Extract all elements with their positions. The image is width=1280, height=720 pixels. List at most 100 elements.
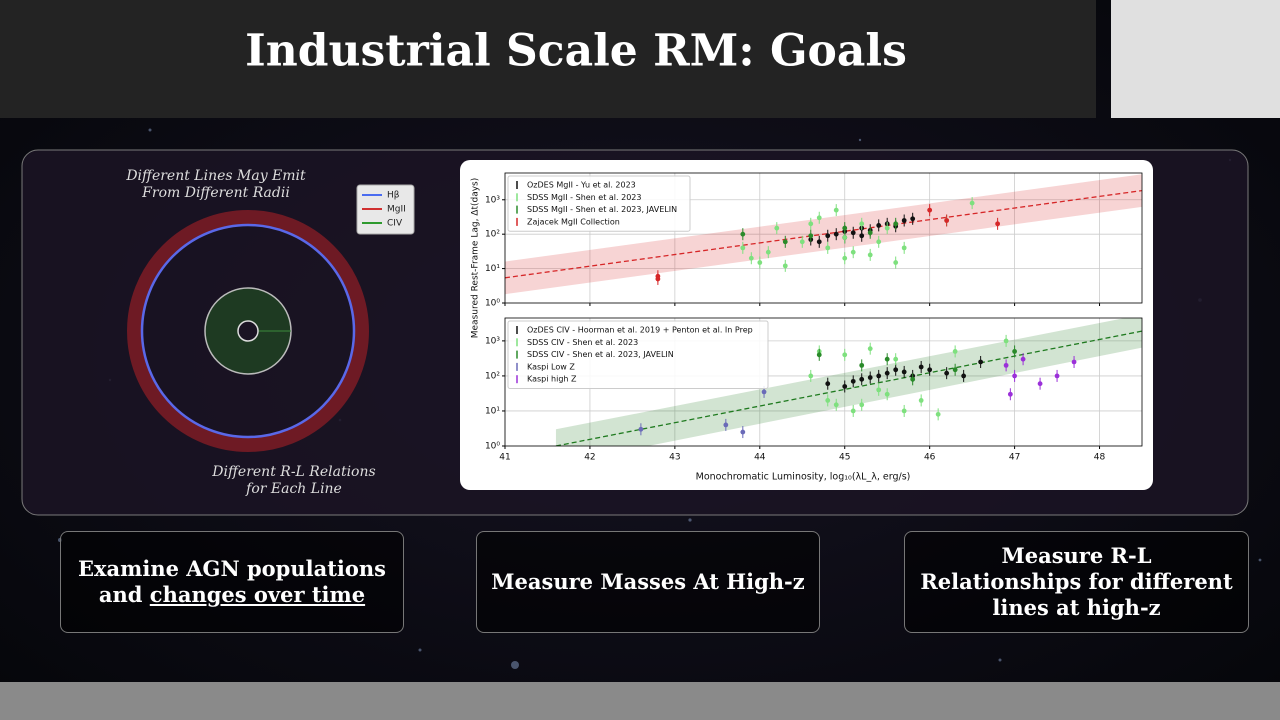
point [1003, 362, 1009, 368]
diagram-caption: From Different Radii [141, 185, 290, 201]
point [867, 375, 873, 380]
point [825, 233, 831, 239]
slide-title: Industrial Scale RM: Goals [245, 26, 907, 77]
hbeta-ring [140, 223, 356, 439]
chart: 10⁰ 10¹ 10² 10³ OzDES MgII - Yu et al. 2023 S… [471, 172, 1143, 338]
diagram-caption: Different Lines May Emit [125, 168, 306, 184]
x-tick-label: 47 [1009, 453, 1020, 463]
goal-box: Examine AGN populations and changes over… [60, 531, 404, 633]
x-tick-label: 42 [584, 453, 595, 463]
point [859, 402, 865, 408]
core [237, 320, 259, 342]
title-bar [0, 0, 1096, 118]
point [740, 429, 746, 435]
legend-label: Kaspi Low Z [527, 362, 575, 371]
point [969, 200, 975, 206]
point [884, 391, 890, 397]
point [655, 276, 661, 282]
point [901, 369, 907, 375]
point [867, 346, 873, 352]
point [740, 245, 746, 251]
diagram-legend [356, 184, 415, 235]
plot-frame [504, 317, 1143, 447]
point [1071, 359, 1077, 365]
point [825, 245, 831, 251]
point [740, 231, 746, 237]
point [1037, 381, 1043, 387]
corner-block [1111, 0, 1280, 118]
point [901, 408, 907, 414]
point [799, 239, 805, 245]
point [893, 367, 899, 373]
point [876, 222, 882, 228]
x-tick-label: 45 [839, 453, 850, 463]
legend-label: Zajacek MgII Collection [527, 217, 620, 226]
point [893, 221, 899, 227]
legend-label: CIV [387, 219, 403, 229]
point [859, 221, 865, 227]
legend-label: MgII [387, 205, 406, 215]
diagram-caption: for Each Line [245, 481, 342, 497]
point [876, 387, 882, 393]
point [1007, 391, 1013, 397]
point [884, 356, 890, 362]
goal-box: Measure R-L Relationships for different … [904, 531, 1249, 633]
diagram-caption: Different R-L Relations [211, 464, 375, 480]
point [1020, 356, 1026, 362]
point [833, 231, 839, 237]
point [918, 364, 924, 370]
y-tick-label: 10⁰ [485, 442, 500, 452]
legend-box [507, 175, 691, 232]
point [723, 422, 729, 428]
point [995, 221, 1001, 227]
point [842, 235, 848, 240]
point [782, 263, 788, 269]
point [859, 233, 865, 239]
plot-frame [504, 172, 1143, 304]
point [825, 398, 831, 403]
legend-label: SDSS MgII - Shen et al. 2023 [527, 193, 641, 202]
legend-label: OzDES CIV - Hoorman et al. 2019 + Penton… [527, 326, 753, 335]
point [893, 356, 899, 362]
point [859, 376, 865, 382]
point [757, 260, 763, 265]
point [978, 359, 984, 365]
legend-label: Hβ [387, 191, 400, 201]
x-tick-label: 41 [499, 453, 510, 463]
point [927, 207, 933, 213]
point [638, 426, 644, 432]
point [850, 249, 856, 255]
point [816, 352, 822, 358]
point [842, 352, 848, 358]
point [850, 230, 856, 236]
point [842, 255, 848, 261]
y-tick-label: 10² [485, 230, 500, 240]
point [833, 207, 839, 213]
chart: 41 42 43 44 45 46 47 48 10⁰ 10¹ 10² 10³ OzDES CIV - … [485, 317, 1143, 483]
point [901, 218, 907, 223]
x-tick-label: 44 [754, 453, 766, 463]
point [850, 378, 856, 384]
point [867, 230, 873, 236]
point [808, 221, 814, 227]
point [918, 398, 924, 403]
x-axis-label: Monochromatic Luminosity, log₁₀(λL_λ, er… [696, 472, 911, 483]
goal-text: Measure Masses At High-z [491, 569, 805, 594]
footer-bar [0, 682, 1280, 720]
point [876, 373, 882, 379]
legend-label: SDSS CIV - Shen et al. 2023 [527, 338, 638, 347]
figure [460, 160, 1153, 490]
point [761, 389, 767, 395]
legend-label: Kaspi high Z [527, 375, 577, 384]
x-tick-label: 43 [669, 453, 680, 463]
point [859, 362, 865, 368]
point [1003, 338, 1009, 344]
goal-underlined: changes over time [149, 582, 366, 607]
point [961, 373, 967, 379]
point [842, 384, 848, 389]
x-tick-label: 48 [1094, 453, 1106, 463]
y-tick-label: 10¹ [485, 406, 500, 416]
point [884, 225, 890, 231]
mgii-ring [127, 210, 369, 452]
